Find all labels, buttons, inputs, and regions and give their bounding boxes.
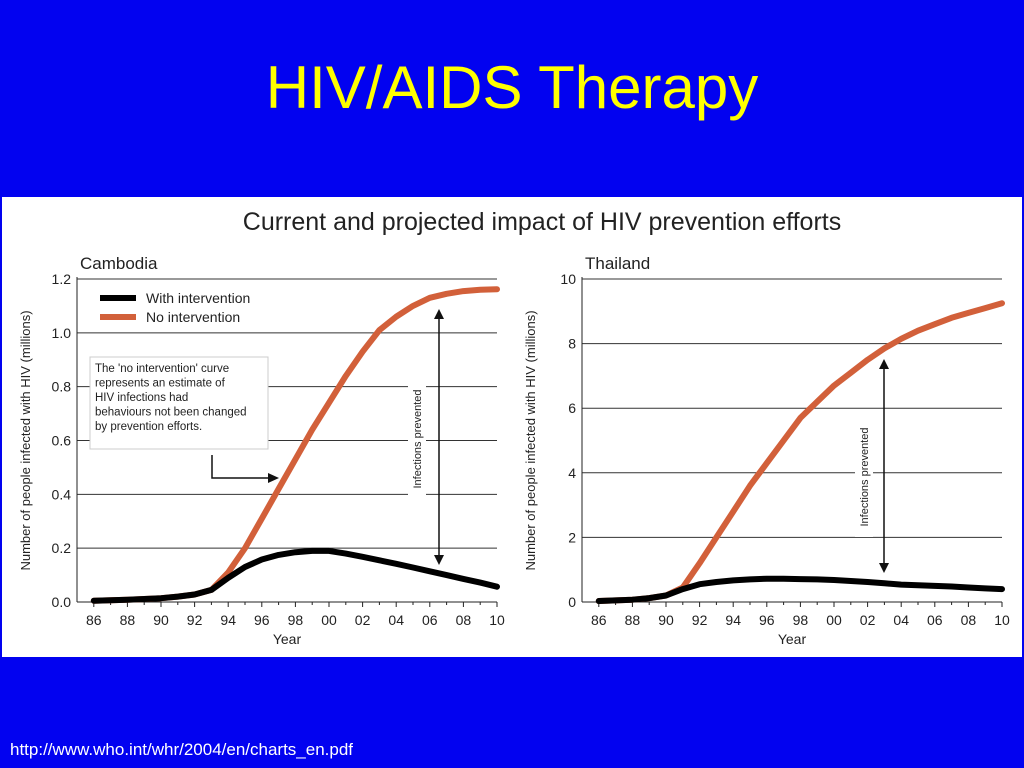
x-tick-label: 08 — [961, 612, 977, 628]
y-tick-label: 4 — [568, 465, 576, 481]
prevented-label-bg — [855, 417, 873, 537]
y-tick-label: 2 — [568, 529, 576, 545]
note-arrow-head — [268, 473, 279, 483]
y-tick-label: 0.6 — [52, 433, 72, 449]
prevented-arrow-head-up — [434, 309, 444, 319]
x-tick-label: 98 — [288, 612, 304, 628]
x-tick-label: 86 — [86, 612, 102, 628]
figure-panel: Current and projected impact of HIV prev… — [2, 197, 1022, 657]
source-url: http://www.who.int/whr/2004/en/charts_en… — [10, 740, 354, 759]
chart-cambodia: Cambodia 0.0 0.2 0.4 0.6 0.8 1.0 1.2 86 88 90 92 94 9… — [18, 254, 505, 647]
x-tick-label: 98 — [793, 612, 809, 628]
legend-label: No intervention — [146, 309, 240, 325]
y-tick-label: 1.0 — [52, 325, 72, 341]
y-tick-label: 0.2 — [52, 540, 72, 556]
y-tick-label: 0 — [568, 594, 576, 610]
x-tick-label: 10 — [994, 612, 1010, 628]
y-tick-label: 0.0 — [52, 594, 72, 610]
chart-title: Cambodia — [80, 254, 158, 273]
x-axis-label: Year — [778, 631, 807, 647]
prevented-label-bg — [408, 379, 426, 499]
note-box — [89, 356, 269, 450]
x-tick-label: 96 — [254, 612, 270, 628]
x-tick-label: 00 — [321, 612, 337, 628]
prevented-arrow-head-down — [434, 555, 444, 565]
x-tick-label: 88 — [625, 612, 641, 628]
x-tick-label: 10 — [489, 612, 505, 628]
x-tick-label: 90 — [153, 612, 169, 628]
x-tick-label: 92 — [187, 612, 203, 628]
series-with-intervention — [90, 547, 500, 604]
x-tick-label: 94 — [220, 612, 236, 628]
legend-label: With intervention — [146, 290, 250, 306]
y-tick-label: 6 — [568, 400, 576, 416]
figure-title: Current and projected impact of HIV prev… — [243, 208, 841, 236]
x-tick-label: 06 — [422, 612, 438, 628]
prevented-arrow-head-up — [879, 359, 889, 369]
prevented-arrow-label: Infections prevented — [859, 427, 871, 526]
x-tick-label: 04 — [893, 612, 909, 628]
y-tick-label: 0.8 — [52, 379, 72, 395]
x-tick-label: 94 — [725, 612, 741, 628]
figure-svg: Current and projected impact of HIV prev… — [18, 208, 1010, 647]
series-no-intervention — [595, 300, 1005, 604]
x-tick-label: 96 — [759, 612, 775, 628]
prevented-arrow-label: Infections prevented — [412, 389, 424, 488]
note-text: The 'no intervention' curve represents an… — [95, 363, 247, 433]
prevented-arrow-head-down — [879, 563, 889, 573]
x-tick-label: 86 — [591, 612, 607, 628]
x-tick-label: 08 — [456, 612, 472, 628]
y-axis-label: Number of people infected with HIV (mill… — [18, 310, 33, 570]
y-axis-label: Number of people infected with HIV (mill… — [523, 310, 538, 570]
x-axis-label: Year — [273, 631, 302, 647]
x-tick-label: 92 — [692, 612, 708, 628]
x-tick-label: 90 — [658, 612, 674, 628]
x-tick-label: 00 — [826, 612, 842, 628]
series-with-intervention — [595, 575, 1005, 604]
note-arrow — [211, 455, 270, 479]
slide-title: HIV/AIDS Therapy — [265, 54, 759, 121]
y-tick-label: 10 — [560, 271, 576, 287]
x-tick-label: 88 — [120, 612, 136, 628]
x-tick-label: 06 — [927, 612, 943, 628]
x-tick-label: 04 — [388, 612, 404, 628]
y-tick-label: 0.4 — [52, 486, 72, 502]
x-tick-label: 02 — [355, 612, 371, 628]
y-tick-label: 8 — [568, 336, 576, 352]
x-tick-label: 02 — [860, 612, 876, 628]
chart-title: Thailand — [585, 254, 650, 273]
y-tick-label: 1.2 — [52, 271, 72, 287]
